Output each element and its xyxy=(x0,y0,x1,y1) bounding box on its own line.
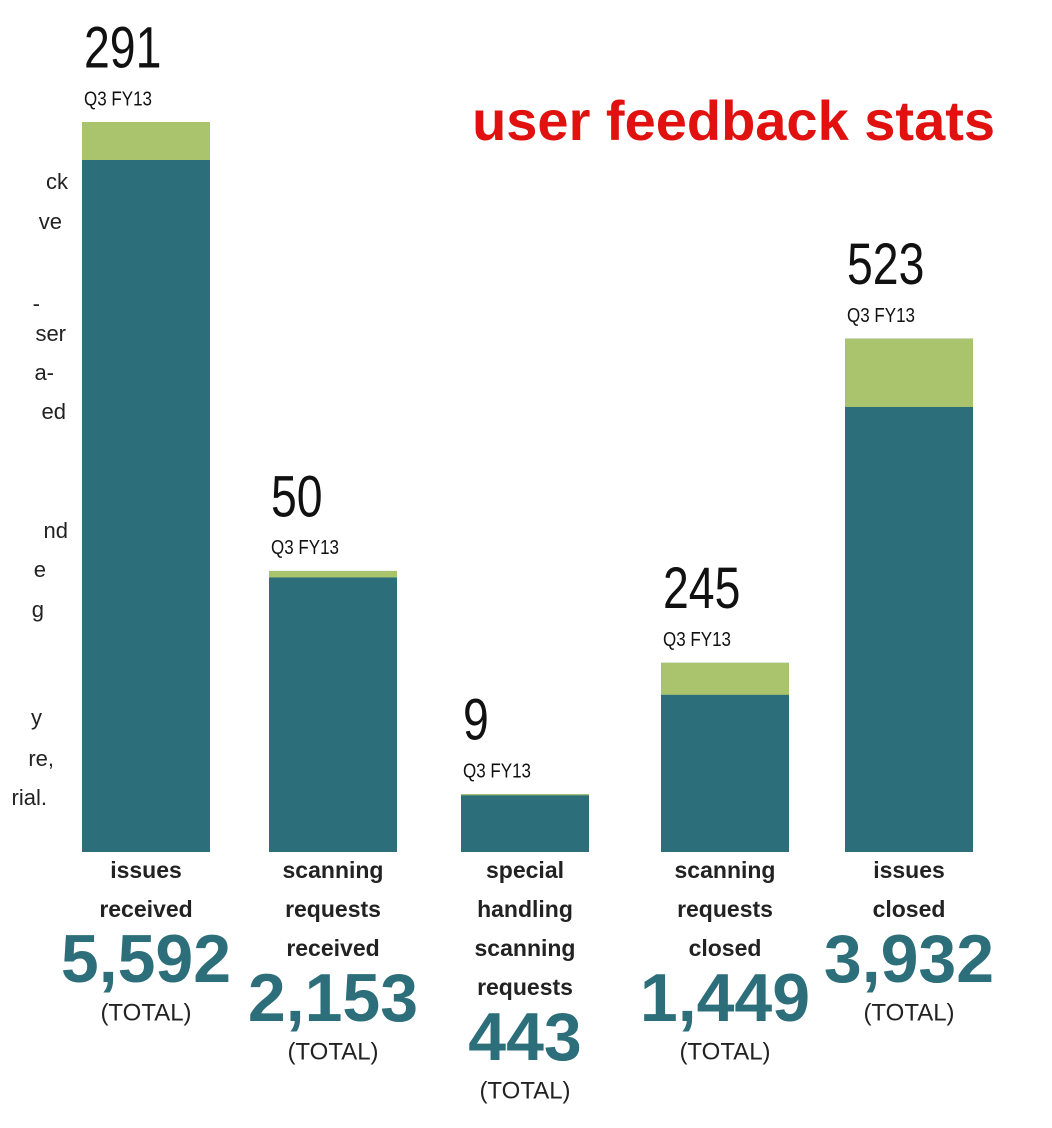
side-line: - xyxy=(33,291,40,316)
q3-value: 523 xyxy=(847,232,924,297)
q3-segment xyxy=(661,662,789,695)
category-label: closed xyxy=(689,935,762,961)
side-line: nd xyxy=(44,518,68,543)
side-line: ed xyxy=(42,399,66,424)
side-line: e xyxy=(34,557,46,582)
side-line: y xyxy=(31,705,42,730)
total-label: (TOTAL) xyxy=(287,1038,378,1065)
total-value: 1,449 xyxy=(640,960,810,1036)
category-label: closed xyxy=(873,896,946,922)
q3-value: 291 xyxy=(84,15,161,80)
q3-value: 50 xyxy=(271,464,323,529)
q3-segment xyxy=(82,122,210,160)
q3-label: Q3 FY13 xyxy=(463,759,531,782)
q3-value: 9 xyxy=(463,688,489,753)
total-value: 2,153 xyxy=(248,960,418,1036)
side-line: ser xyxy=(35,321,66,346)
bar xyxy=(461,794,589,852)
q3-segment xyxy=(845,338,973,407)
total-label: (TOTAL) xyxy=(479,1077,570,1104)
category-label: scanning xyxy=(475,935,576,961)
category-label: requests xyxy=(285,896,381,922)
side-line: g xyxy=(32,597,44,622)
q3-label: Q3 FY13 xyxy=(663,628,731,651)
q3-label: Q3 FY13 xyxy=(847,304,915,327)
side-line: ck xyxy=(46,169,69,194)
category-label: received xyxy=(99,896,192,922)
q3-segment xyxy=(461,794,589,796)
q3-value: 245 xyxy=(663,556,740,621)
total-label: (TOTAL) xyxy=(100,999,191,1026)
category-label: special xyxy=(486,857,564,883)
category-label: scanning xyxy=(283,857,384,883)
total-label: (TOTAL) xyxy=(863,999,954,1026)
category-label: scanning xyxy=(675,857,776,883)
bar xyxy=(82,122,210,852)
q3-label: Q3 FY13 xyxy=(84,87,152,110)
category-label: handling xyxy=(477,896,573,922)
category-label: received xyxy=(286,935,379,961)
total-value: 3,932 xyxy=(824,921,994,997)
total-value: 443 xyxy=(468,999,581,1075)
side-line: re, xyxy=(28,746,54,771)
side-line: ve xyxy=(39,209,62,234)
category-label: requests xyxy=(677,896,773,922)
category-label: issues xyxy=(873,857,945,883)
category-label: issues xyxy=(110,857,182,883)
category-label: requests xyxy=(477,974,573,1000)
bar xyxy=(269,570,397,852)
q3-segment xyxy=(269,570,397,578)
total-value: 5,592 xyxy=(61,921,231,997)
side-text: ck ve - ser a- ed nd e g y re, rial. xyxy=(12,169,69,810)
total-label: (TOTAL) xyxy=(679,1038,770,1065)
side-line: a- xyxy=(34,360,54,385)
side-line: rial. xyxy=(12,785,47,810)
chart-title: user feedback stats xyxy=(472,89,995,152)
bar xyxy=(845,338,973,853)
q3-label: Q3 FY13 xyxy=(271,536,339,559)
